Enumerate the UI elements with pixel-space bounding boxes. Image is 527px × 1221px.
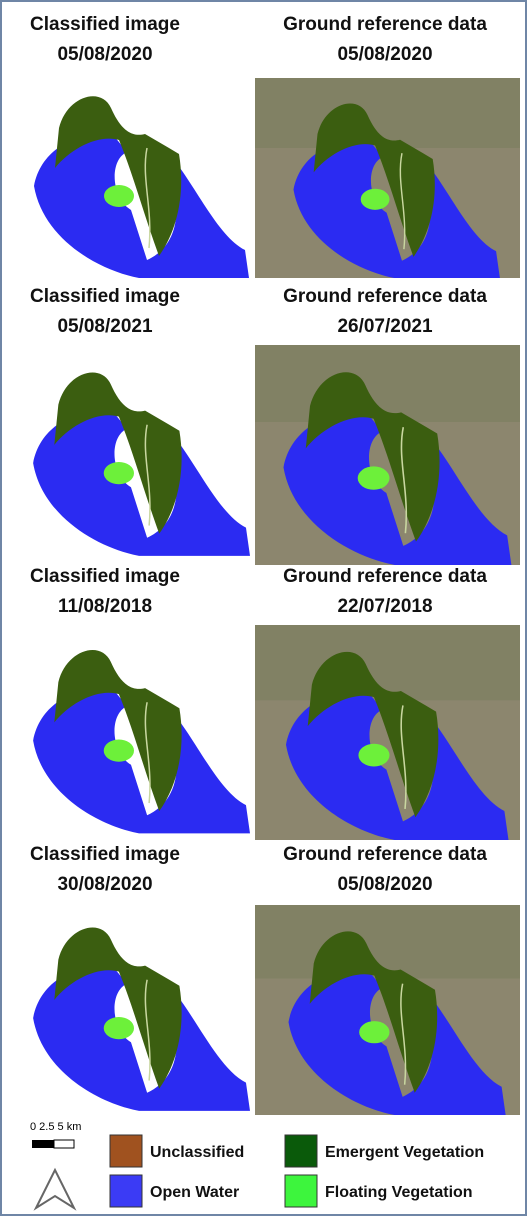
panel-title: 30/08/2020 [57,874,152,895]
legend-label: Emergent Vegetation [325,1144,484,1161]
legend-label: Floating Vegetation [325,1184,473,1201]
legend-swatch [109,1174,143,1208]
legend-swatch [109,1134,143,1168]
panel-title: Ground reference data [283,286,487,307]
panel-title: 05/08/2020 [337,874,432,895]
north-arrow [33,1167,77,1211]
scale-bar [32,1140,54,1148]
legend-swatch [284,1174,318,1208]
satellite-texture [255,905,520,979]
legend-label: Open Water [150,1184,239,1201]
classified-map [33,95,250,278]
panel-title: 05/08/2021 [57,316,153,337]
panel-title: Ground reference data [283,566,487,587]
scale-bar [53,1139,75,1149]
panel-title: Ground reference data [283,844,487,865]
panel-title: 22/07/2018 [337,596,432,617]
satellite-texture [255,625,520,701]
panel-title: Classified image [30,14,180,35]
satellite-texture [255,78,520,148]
scale-label: 0 2.5 5 km [30,1121,81,1133]
panel-title: 26/07/2021 [337,316,433,337]
panel-title: 05/08/2020 [337,44,432,65]
panels: Classified image Ground reference data 05/… [30,14,520,1115]
satellite-texture [255,345,520,422]
legend-label: Unclassified [150,1144,244,1161]
panel-title: Classified image [30,844,180,865]
classified-map [32,649,250,835]
classified-map [32,926,250,1112]
panel-title: 05/08/2020 [57,44,152,65]
classified-map [32,371,250,557]
panel-title: 11/08/2018 [58,596,152,617]
panel-title: Classified image [30,286,180,307]
panel-title: Classified image [30,566,180,587]
legend-swatch [284,1134,318,1168]
panel-title: Ground reference data [283,14,487,35]
